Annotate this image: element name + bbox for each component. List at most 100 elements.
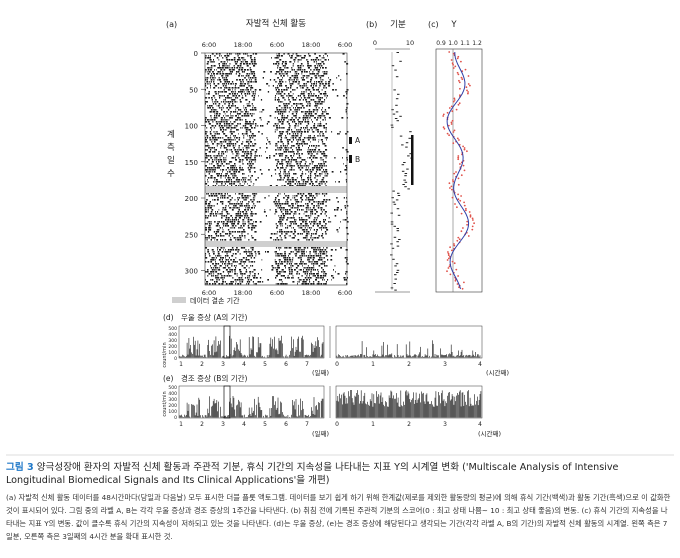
actogram-mark [216,163,219,165]
actogram-mark [209,177,211,179]
actogram-mark [298,153,300,155]
actogram-mark [229,199,232,201]
y-index-point [457,177,460,180]
actogram-mark [224,193,226,195]
activity-bar [363,395,365,418]
actogram-mark [303,115,305,117]
actogram-mark [241,185,244,187]
actogram-mark [205,85,207,87]
panel-d-y-ticks: 500 400 300 200 100 0 [168,326,177,362]
actogram-mark [216,57,219,59]
actogram-mark [307,137,310,139]
actogram-mark [321,135,323,137]
actogram-mark [316,201,318,203]
actogram-mark [312,169,314,171]
actogram-mark [218,115,220,117]
actogram-mark [314,75,316,77]
actogram-mark [322,133,324,135]
actogram-mark [247,129,249,131]
actogram-mark [241,75,243,77]
panel-d-left-x-tick: 3 [221,361,225,368]
actogram-mark [282,101,284,103]
activity-bar [212,405,213,418]
activity-bar [255,415,256,418]
actogram-mark [307,225,309,227]
actogram-mark [251,95,253,97]
actogram-mark [308,209,310,211]
actogram-mark [315,181,318,183]
activity-bar [377,396,378,418]
actogram-mark [283,197,285,199]
actogram-mark [309,71,310,73]
y-index-point [469,215,472,218]
actogram-mark [316,119,318,121]
actogram-mark [279,239,281,241]
actogram-mark [230,59,234,61]
actogram-mark [231,275,233,277]
actogram-mark [322,125,325,127]
actogram-mark [241,273,244,275]
actogram-mark [271,269,274,271]
actogram-mark [295,117,297,119]
activity-bar [418,354,420,358]
actogram-mark [336,229,339,231]
actogram-mark [242,81,244,83]
actogram-mark [288,99,290,101]
actogram-bottom-tick-3: 6:00 [270,289,285,297]
actogram-mark [248,207,250,209]
actogram-mark [242,223,244,225]
actogram-mark [322,253,325,255]
actogram-mark [292,257,294,259]
actogram-mark [254,239,257,241]
actogram-mark [308,267,311,269]
actogram-mark [321,61,324,63]
actogram-mark [311,167,314,169]
actogram-mark [313,197,316,199]
actogram-mark [209,57,211,59]
y-index-point [448,51,451,53]
actogram-mark [234,199,236,201]
actogram-mark [275,63,278,65]
actogram-mark [217,131,218,133]
actogram-mark [214,141,216,143]
actogram-mark [279,219,280,221]
actogram-mark [310,99,312,101]
panel-a-label: (a) [166,20,177,29]
activity-bar [239,350,240,358]
actogram-mark [308,101,311,103]
actogram-mark [215,159,217,161]
actogram-mark [252,53,255,55]
activity-bar [227,356,228,358]
actogram-mark [271,175,273,177]
actogram-mark [290,231,293,233]
actogram-mark [310,255,313,257]
actogram-mark [276,253,279,255]
actogram-mark [216,73,219,75]
actogram-mark [345,179,347,181]
actogram-mark [240,201,241,203]
actogram-mark [218,63,220,65]
y-index-point [449,273,452,276]
actogram-mark [218,181,221,183]
actogram-mark [346,221,349,223]
actogram-mark [233,127,236,129]
actogram-mark [334,157,336,159]
activity-bar [214,403,216,418]
actogram-mark [236,177,238,179]
actogram-mark [216,199,219,201]
panel-d-left-x-tick: 7 [305,361,309,368]
actogram-mark [231,73,232,75]
actogram-mark [281,269,284,271]
activity-bar [387,355,389,358]
actogram-mark [253,59,255,61]
actogram-mark [274,131,276,133]
actogram-mark [290,265,292,267]
actogram-mark [279,81,281,83]
activity-bar [387,406,389,418]
actogram-mark [219,79,221,81]
actogram-mark [292,81,295,83]
actogram-mark [316,105,318,107]
panel-d-left-x-tick: 2 [200,361,204,368]
activity-bar [183,355,184,358]
actogram-mark [256,201,258,203]
